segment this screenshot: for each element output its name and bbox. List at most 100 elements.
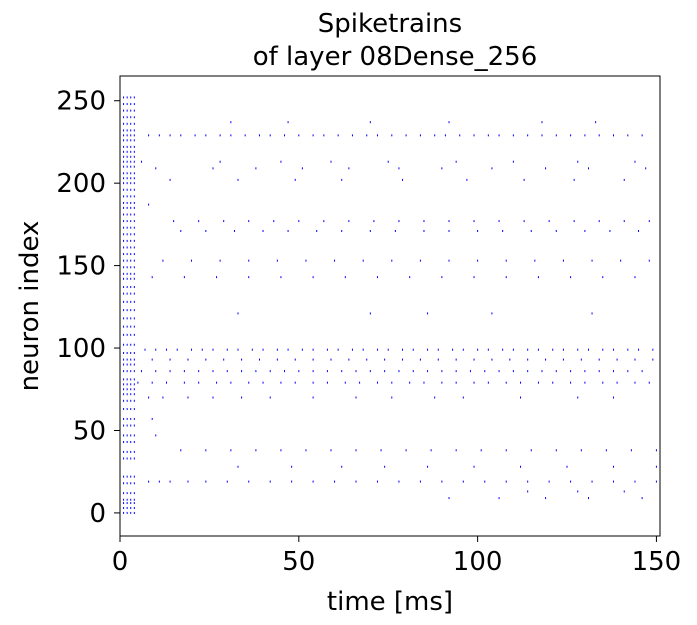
spike-mark [123,165,125,168]
spike-mark [130,492,132,495]
spike-mark [623,178,625,181]
spike-mark [212,370,214,373]
spike-mark [123,325,125,328]
spike-mark [287,121,289,124]
spike-mark [133,388,135,391]
spike-mark [123,492,125,495]
spike-mark [133,259,135,262]
spike-mark [466,178,468,181]
spike-mark [126,441,128,444]
spike-mark [634,381,636,384]
spike-mark [291,465,293,468]
spike-mark [158,134,160,137]
spike-mark [462,348,464,351]
spike-mark [237,178,239,181]
spike-mark [455,449,457,452]
spike-mark [133,450,135,453]
spike-mark [419,358,421,361]
spike-mark [602,381,604,384]
x-axis-label: time [ms] [327,587,453,617]
spike-mark [641,497,643,500]
spike-mark [126,239,128,242]
spike-mark [123,246,125,249]
spike-mark [634,160,636,163]
spike-mark [609,229,611,232]
spike-mark [130,182,132,185]
spike-mark [126,226,128,229]
spike-mark [638,229,640,232]
spike-mark [570,381,572,384]
spike-mark [126,96,128,99]
spike-mark [126,165,128,168]
spike-mark [384,465,386,468]
spike-mark [648,259,650,262]
spike-mark [130,358,132,361]
spike-mark [126,343,128,346]
spike-mark [341,370,343,373]
spike-mark [409,276,411,279]
spike-mark [148,396,150,399]
spike-mark [437,358,439,361]
spike-mark [133,506,135,509]
spike-mark [258,134,260,137]
spike-mark [130,457,132,460]
spike-mark [280,276,282,279]
spike-mark [219,160,221,163]
spike-mark [133,134,135,137]
spike-mark [562,259,564,262]
spike-mark [123,188,125,191]
spike-mark [133,103,135,106]
spike-mark [123,109,125,112]
spike-mark [498,370,500,373]
spike-mark [530,449,532,452]
spike-mark [312,134,314,137]
spike-mark [130,122,132,125]
spike-mark [226,370,228,373]
spike-mark [369,312,371,315]
spike-mark [498,497,500,500]
spike-mark [126,424,128,427]
spike-mark [130,165,132,168]
spike-mark [133,333,135,336]
spike-mark [244,134,246,137]
spike-mark [502,348,504,351]
spike-mark [562,348,564,351]
spike-mark [512,134,514,137]
spike-mark [133,482,135,485]
spike-mark [126,134,128,137]
spike-mark [162,259,164,262]
spike-mark [205,449,207,452]
spike-mark [351,134,353,137]
spike-mark [298,134,300,137]
spike-mark [276,259,278,262]
spike-mark [523,178,525,181]
spike-mark [627,370,629,373]
spike-mark [126,457,128,460]
spike-mark [130,475,132,478]
spike-mark [613,396,615,399]
spike-mark [126,233,128,236]
spike-mark [151,381,153,384]
spike-mark [191,348,193,351]
spike-mark [123,343,125,346]
spike-mark [123,172,125,175]
spike-mark [123,116,125,119]
spike-mark [312,396,314,399]
chart-title: Spiketrains [318,9,462,39]
spike-mark [634,480,636,483]
spike-mark [487,348,489,351]
spike-mark [130,434,132,437]
spike-mark [491,167,493,170]
spike-mark [126,351,128,354]
spike-mark [441,167,443,170]
spike-mark [334,480,336,483]
x-tick-label: 50 [282,547,315,577]
spike-mark [598,220,600,223]
spike-mark [133,246,135,249]
spike-mark [205,229,207,232]
spike-mark [587,348,589,351]
spike-mark [487,381,489,384]
spike-mark [405,134,407,137]
spike-mark [326,370,328,373]
